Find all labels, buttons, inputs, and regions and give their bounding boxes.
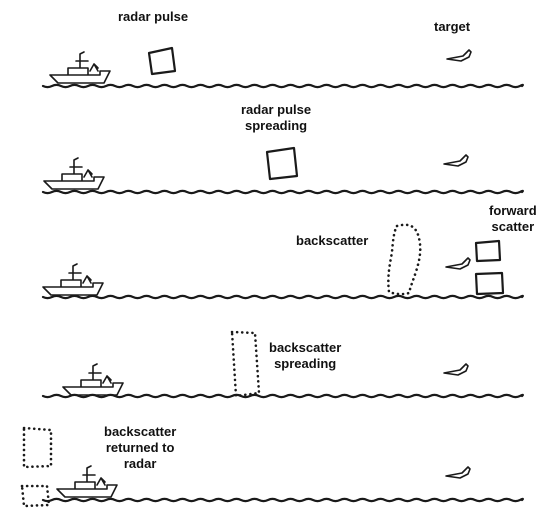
label-radar-pulse: radar pulse bbox=[118, 9, 189, 24]
sea-line-panel-4 bbox=[41, 393, 524, 399]
backscatter-dotted-shape-panel-3 bbox=[387, 223, 422, 296]
target-aircraft-icon-panel-2 bbox=[443, 154, 469, 167]
sea-line-panel-3 bbox=[41, 294, 524, 300]
forward-scatter-box-upper bbox=[474, 239, 502, 263]
radar-pulse-box-panel-1 bbox=[147, 46, 177, 76]
backscatter-dotted-shape-panel-5-upper bbox=[22, 426, 53, 469]
target-aircraft-icon-panel-1 bbox=[446, 49, 472, 62]
ship-icon-panel-5 bbox=[56, 465, 118, 498]
backscatter-dotted-shape-panel-5-lower bbox=[20, 484, 51, 508]
ship-icon-panel-4 bbox=[62, 363, 124, 396]
ship-icon-panel-3 bbox=[42, 263, 104, 296]
label-backscatter-returned: backscatter returned to radar bbox=[104, 424, 177, 471]
radar-pulse-box-panel-2 bbox=[265, 146, 299, 181]
label-backscatter-spreading: backscatter spreading bbox=[269, 340, 342, 371]
target-aircraft-icon-panel-3 bbox=[445, 257, 471, 270]
target-aircraft-icon-panel-5 bbox=[445, 466, 471, 479]
forward-scatter-box-lower bbox=[474, 271, 505, 296]
label-backscatter: backscatter bbox=[296, 233, 369, 248]
sea-line-panel-1 bbox=[41, 83, 524, 89]
label-radar-pulse-spreading: radar pulse spreading bbox=[241, 102, 312, 133]
ship-icon-panel-2 bbox=[43, 157, 105, 190]
label-target: target bbox=[434, 19, 471, 34]
ship-icon-panel-1 bbox=[49, 51, 111, 84]
label-forward-scatter: forward scatter bbox=[489, 203, 537, 234]
sea-line-panel-5 bbox=[41, 497, 524, 503]
sea-line-panel-2 bbox=[41, 189, 524, 195]
backscatter-dotted-shape-panel-4 bbox=[230, 330, 261, 398]
target-aircraft-icon-panel-4 bbox=[443, 363, 469, 376]
